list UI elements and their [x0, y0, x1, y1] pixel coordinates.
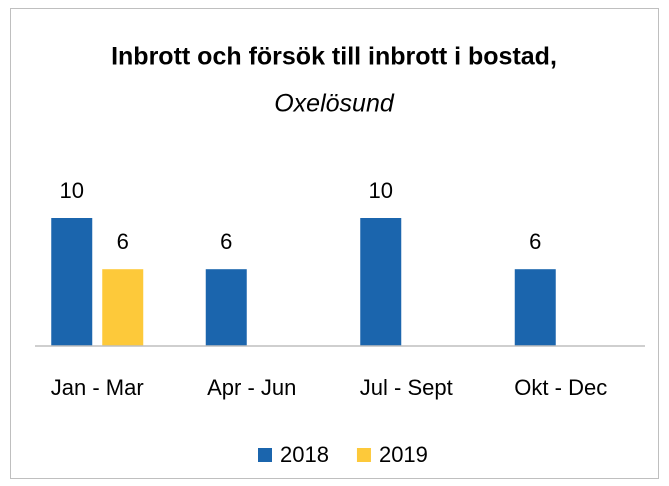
- chart-frame: [10, 8, 659, 479]
- data-label: 6: [117, 229, 129, 254]
- legend-label: 2019: [379, 442, 428, 467]
- x-tick-label: Apr - Jun: [207, 375, 296, 400]
- data-label: 10: [60, 178, 84, 203]
- x-tick-label: Okt - Dec: [514, 375, 607, 400]
- bar: [514, 269, 556, 346]
- data-label: 10: [369, 178, 393, 203]
- bar: [205, 269, 247, 346]
- data-label: 6: [220, 229, 232, 254]
- x-tick-label: Jul - Sept: [360, 375, 453, 400]
- bar: [102, 269, 144, 346]
- x-tick-label: Jan - Mar: [51, 375, 144, 400]
- bar: [51, 218, 93, 346]
- legend-swatch: [258, 448, 272, 462]
- bar: [360, 218, 402, 346]
- data-label: 6: [529, 229, 541, 254]
- chart-subtitle: Oxelösund: [274, 90, 395, 118]
- chart-title: Inbrott och försök till inbrott i bostad…: [111, 43, 557, 71]
- legend-swatch: [356, 448, 371, 462]
- legend-label: 2018: [280, 442, 329, 467]
